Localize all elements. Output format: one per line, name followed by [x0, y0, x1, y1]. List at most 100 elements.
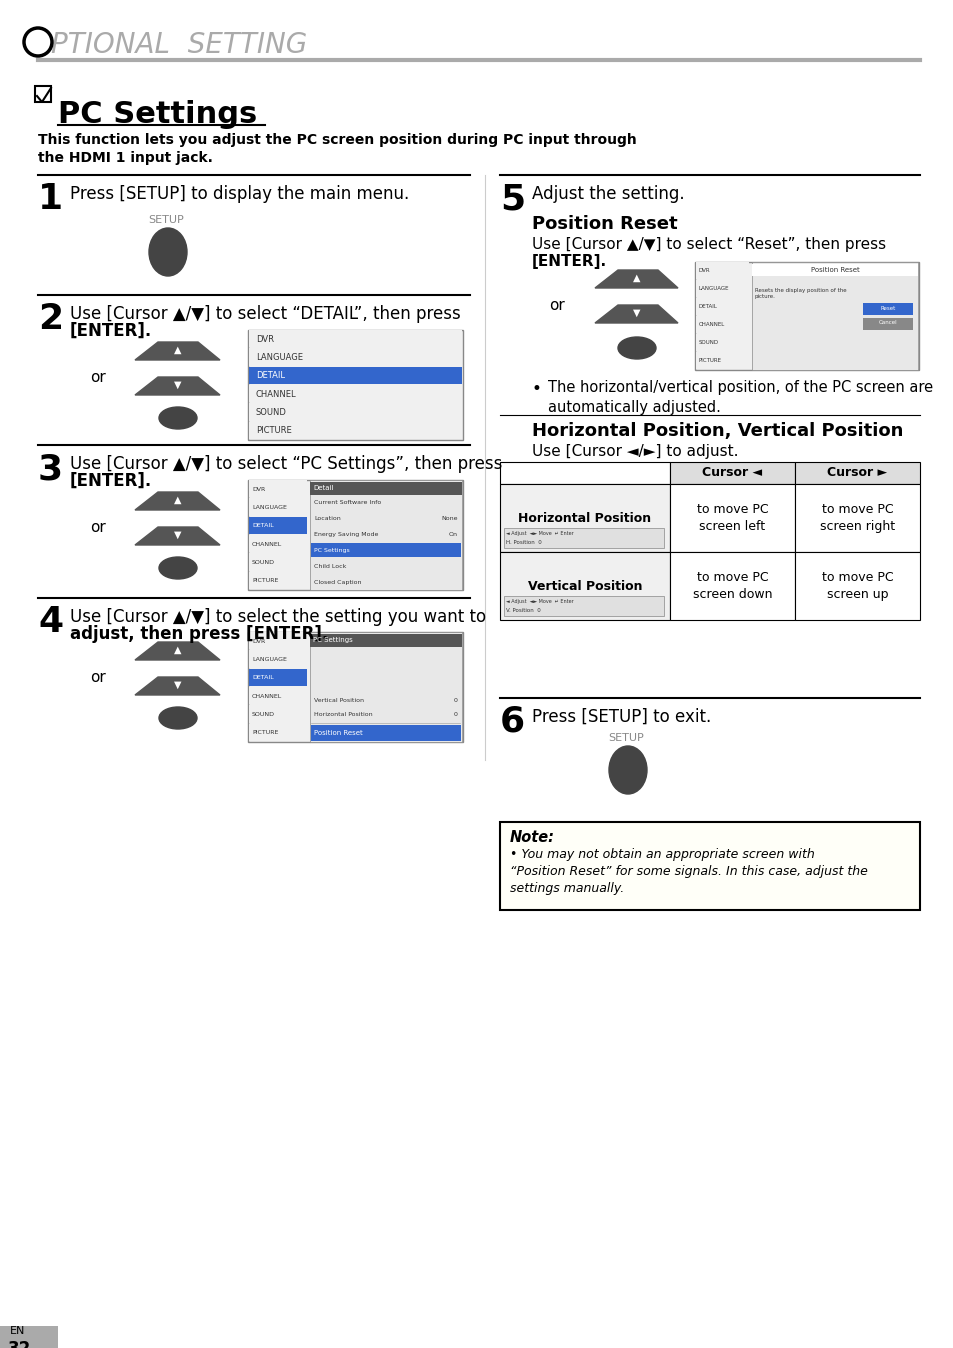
FancyBboxPatch shape	[249, 422, 461, 439]
FancyBboxPatch shape	[249, 724, 307, 741]
FancyBboxPatch shape	[249, 669, 307, 686]
Text: CHANNEL: CHANNEL	[255, 390, 296, 399]
FancyBboxPatch shape	[503, 596, 663, 616]
Text: PICTURE: PICTURE	[255, 426, 292, 435]
Text: to move PC
screen down: to move PC screen down	[692, 572, 771, 601]
FancyBboxPatch shape	[310, 632, 461, 741]
Ellipse shape	[149, 228, 187, 276]
Text: DVR: DVR	[255, 334, 274, 344]
FancyBboxPatch shape	[310, 480, 461, 590]
Text: Cancel: Cancel	[878, 321, 897, 325]
Text: CHANNEL: CHANNEL	[699, 322, 724, 328]
Text: Horizontal Position: Horizontal Position	[517, 511, 651, 524]
Ellipse shape	[159, 706, 196, 729]
FancyBboxPatch shape	[794, 484, 919, 551]
FancyBboxPatch shape	[669, 462, 794, 484]
Text: EN: EN	[10, 1326, 26, 1336]
Text: 3: 3	[38, 452, 63, 487]
Text: Use [Cursor ▲/▼] to select the setting you want to: Use [Cursor ▲/▼] to select the setting y…	[70, 608, 486, 625]
Text: DVR: DVR	[252, 639, 265, 643]
Text: • You may not obtain an appropriate screen with
“Position Reset” for some signal: • You may not obtain an appropriate scre…	[510, 848, 867, 895]
Text: On: On	[449, 532, 457, 537]
Text: Vertical Position: Vertical Position	[527, 580, 641, 593]
Text: Current Software Info: Current Software Info	[314, 500, 381, 506]
Text: SOUND: SOUND	[255, 408, 287, 417]
Text: ▲: ▲	[174, 345, 182, 355]
FancyBboxPatch shape	[499, 551, 669, 620]
FancyBboxPatch shape	[669, 551, 794, 620]
Text: ▲: ▲	[174, 495, 182, 506]
Text: [ENTER].: [ENTER].	[532, 253, 606, 270]
Text: Detail: Detail	[313, 485, 334, 491]
Text: DETAIL: DETAIL	[255, 371, 285, 380]
Polygon shape	[135, 342, 220, 360]
Text: PICTURE: PICTURE	[252, 578, 278, 584]
Text: DETAIL: DETAIL	[252, 523, 274, 528]
FancyBboxPatch shape	[695, 262, 918, 369]
FancyBboxPatch shape	[696, 315, 748, 333]
Polygon shape	[135, 492, 220, 510]
Text: Position Reset: Position Reset	[532, 214, 677, 233]
Text: ◄ Adjust  ◄► Move  ↵ Enter: ◄ Adjust ◄► Move ↵ Enter	[505, 599, 573, 604]
FancyBboxPatch shape	[696, 352, 748, 369]
Text: PICTURE: PICTURE	[699, 359, 721, 364]
Text: LANGUAGE: LANGUAGE	[252, 506, 287, 510]
FancyBboxPatch shape	[499, 484, 669, 551]
FancyBboxPatch shape	[311, 725, 460, 741]
Text: to move PC
screen up: to move PC screen up	[821, 572, 892, 601]
Text: ▲: ▲	[633, 274, 640, 283]
Text: DVR: DVR	[699, 268, 710, 274]
FancyBboxPatch shape	[862, 318, 912, 330]
FancyBboxPatch shape	[310, 634, 461, 647]
FancyBboxPatch shape	[249, 650, 307, 667]
FancyBboxPatch shape	[249, 480, 307, 497]
Text: Use [Cursor ▲/▼] to select “PC Settings”, then press: Use [Cursor ▲/▼] to select “PC Settings”…	[70, 456, 502, 473]
Text: 6: 6	[499, 705, 524, 739]
FancyBboxPatch shape	[249, 572, 307, 589]
Text: Child Lock: Child Lock	[314, 563, 346, 569]
Text: PC Settings: PC Settings	[313, 638, 353, 643]
Polygon shape	[135, 527, 220, 545]
Text: 2: 2	[38, 302, 63, 336]
FancyBboxPatch shape	[249, 687, 307, 705]
FancyBboxPatch shape	[248, 330, 462, 439]
FancyBboxPatch shape	[249, 499, 307, 516]
FancyBboxPatch shape	[311, 574, 460, 589]
Polygon shape	[595, 305, 678, 324]
Text: Press [SETUP] to exit.: Press [SETUP] to exit.	[532, 708, 711, 727]
Text: This function lets you adjust the PC screen position during PC input through
the: This function lets you adjust the PC scr…	[38, 133, 636, 166]
FancyBboxPatch shape	[249, 632, 307, 650]
Text: to move PC
screen right: to move PC screen right	[819, 503, 894, 532]
Ellipse shape	[159, 407, 196, 429]
FancyBboxPatch shape	[35, 86, 51, 102]
Text: Horizontal Position, Vertical Position: Horizontal Position, Vertical Position	[532, 422, 902, 439]
Polygon shape	[135, 377, 220, 395]
FancyBboxPatch shape	[311, 511, 460, 526]
FancyBboxPatch shape	[751, 264, 917, 276]
Text: Adjust the setting.: Adjust the setting.	[532, 185, 684, 204]
Polygon shape	[135, 642, 220, 661]
FancyBboxPatch shape	[696, 334, 748, 350]
FancyBboxPatch shape	[249, 330, 461, 348]
Text: [ENTER].: [ENTER].	[70, 472, 152, 491]
Text: or: or	[90, 670, 106, 685]
Text: Location: Location	[314, 516, 340, 522]
Text: 1: 1	[38, 182, 63, 216]
Text: DETAIL: DETAIL	[699, 305, 717, 310]
FancyBboxPatch shape	[794, 551, 919, 620]
FancyBboxPatch shape	[311, 527, 460, 542]
FancyBboxPatch shape	[249, 705, 307, 723]
Text: to move PC
screen left: to move PC screen left	[696, 503, 767, 532]
Text: Position Reset: Position Reset	[810, 267, 859, 274]
FancyBboxPatch shape	[499, 462, 669, 484]
FancyBboxPatch shape	[794, 462, 919, 484]
Text: Cursor ►: Cursor ►	[826, 466, 886, 480]
Text: V. Position  0: V. Position 0	[505, 608, 540, 613]
Text: 0: 0	[454, 712, 457, 717]
Text: ▼: ▼	[174, 380, 182, 390]
Text: 32: 32	[8, 1340, 31, 1348]
Text: Note:: Note:	[510, 830, 555, 845]
Text: Press [SETUP] to display the main menu.: Press [SETUP] to display the main menu.	[70, 185, 409, 204]
Text: PC Settings: PC Settings	[314, 547, 350, 553]
FancyBboxPatch shape	[499, 822, 919, 910]
